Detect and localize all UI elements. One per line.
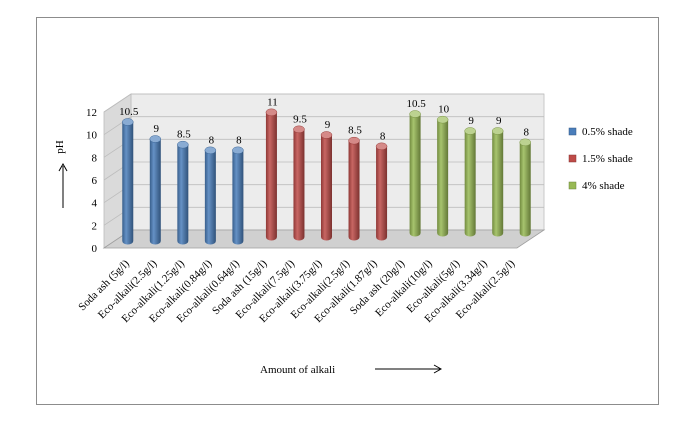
legend-swatch [568, 154, 577, 163]
y-tick-label: 10 [86, 130, 98, 142]
bar: 9 [320, 119, 333, 241]
bar-body [122, 122, 134, 245]
y-tick-label: 8 [92, 152, 98, 164]
bar-cap [232, 146, 244, 155]
bar-body [293, 129, 305, 241]
data-label: 10.5 [119, 106, 139, 118]
bar-body [348, 140, 360, 241]
legend: 0.5% shade 1.5% shade 4% shade [568, 126, 633, 192]
data-label: 9.5 [293, 113, 307, 125]
legend-item: 1.5% shade [568, 153, 633, 165]
bar-cap [293, 125, 305, 134]
x-axis-title: Amount of alkali [260, 364, 335, 376]
bar-body [376, 146, 388, 241]
bar-body [437, 119, 449, 237]
bar-cap [409, 110, 421, 118]
bar-cap [375, 142, 388, 151]
data-label: 8 [209, 134, 215, 146]
legend-item: 0.5% shade [568, 126, 633, 138]
bar-cap [122, 118, 134, 126]
legend-label: 0.5% shade [582, 126, 633, 138]
data-label: 9 [154, 123, 160, 135]
data-label: 8 [523, 126, 529, 138]
data-label: 8 [236, 134, 242, 146]
chart-frame: 0 2 4 6 8 10 12 10.5 9 8.5 8 8 11 9.5 9 8.5 8 10.5 10 9 9 8 … [36, 17, 659, 405]
legend-swatch [568, 181, 577, 190]
y-axis-title: pH [54, 140, 66, 154]
bar-body [204, 150, 216, 245]
bar: 9.5 [293, 113, 307, 241]
x-axis-arrowhead [433, 364, 443, 374]
bar-cap [491, 127, 504, 135]
bars: 10.5 9 8.5 8 8 11 9.5 9 8.5 8 10.5 10 9 9 8 [119, 96, 531, 245]
bar: 10.5 [119, 106, 139, 245]
legend-label: 4% shade [582, 180, 625, 192]
y-tick-label: 6 [92, 175, 98, 187]
axis-titles: pH Amount of alkali [54, 140, 443, 376]
bar: 11 [265, 96, 278, 241]
bar: 10 [436, 104, 450, 237]
bar: 8 [519, 126, 531, 237]
bar-cap [519, 138, 531, 147]
bar-body [321, 135, 332, 241]
bar: 9 [464, 115, 476, 237]
gridline [103, 93, 132, 113]
data-label: 8 [380, 130, 386, 142]
legend-label: 1.5% shade [582, 153, 633, 165]
data-label: 9 [325, 119, 331, 131]
bar-body [265, 112, 277, 241]
bar-body [232, 150, 244, 245]
bar-cap [265, 108, 278, 117]
y-tick-label: 0 [92, 243, 98, 255]
data-label: 9 [468, 115, 474, 127]
data-label: 8.5 [177, 129, 191, 141]
bar-body [149, 139, 161, 245]
y-axis-arrowhead [58, 162, 68, 172]
data-label: 8.5 [348, 125, 362, 137]
bar-cap [320, 131, 333, 139]
bar: 8 [232, 134, 244, 245]
bar-body [409, 114, 421, 237]
data-label: 10.5 [406, 98, 426, 110]
bar: 8.5 [177, 129, 191, 245]
y-tick-label: 2 [92, 220, 98, 232]
data-label: 11 [267, 96, 278, 108]
legend-swatch [568, 127, 577, 136]
bar: 9 [491, 115, 504, 237]
data-label: 9 [496, 115, 502, 127]
legend-item: 4% shade [568, 180, 625, 192]
x-axis: Soda ash (5g/l)Eco-alkali(2.5g/l)Eco-alk… [76, 257, 517, 325]
bar: 8 [375, 130, 388, 241]
bar-cap [149, 135, 162, 143]
bar-body [177, 144, 189, 245]
bar-body [464, 131, 476, 237]
bar: 8.5 [348, 125, 362, 241]
data-label: 10 [438, 104, 450, 116]
bar-cap [177, 140, 189, 149]
bar-cap [204, 146, 217, 155]
bar-cap [436, 115, 449, 124]
bar-body [492, 131, 504, 237]
bar: 8 [204, 134, 217, 245]
bar-cap [464, 127, 476, 135]
bar-body [519, 142, 531, 237]
y-tick-label: 4 [92, 198, 98, 210]
bar-cap [348, 136, 360, 145]
bar: 10.5 [406, 98, 426, 237]
y-axis: 0 2 4 6 8 10 12 [86, 107, 98, 255]
bar: 9 [149, 123, 162, 245]
y-tick-label: 12 [86, 107, 97, 119]
